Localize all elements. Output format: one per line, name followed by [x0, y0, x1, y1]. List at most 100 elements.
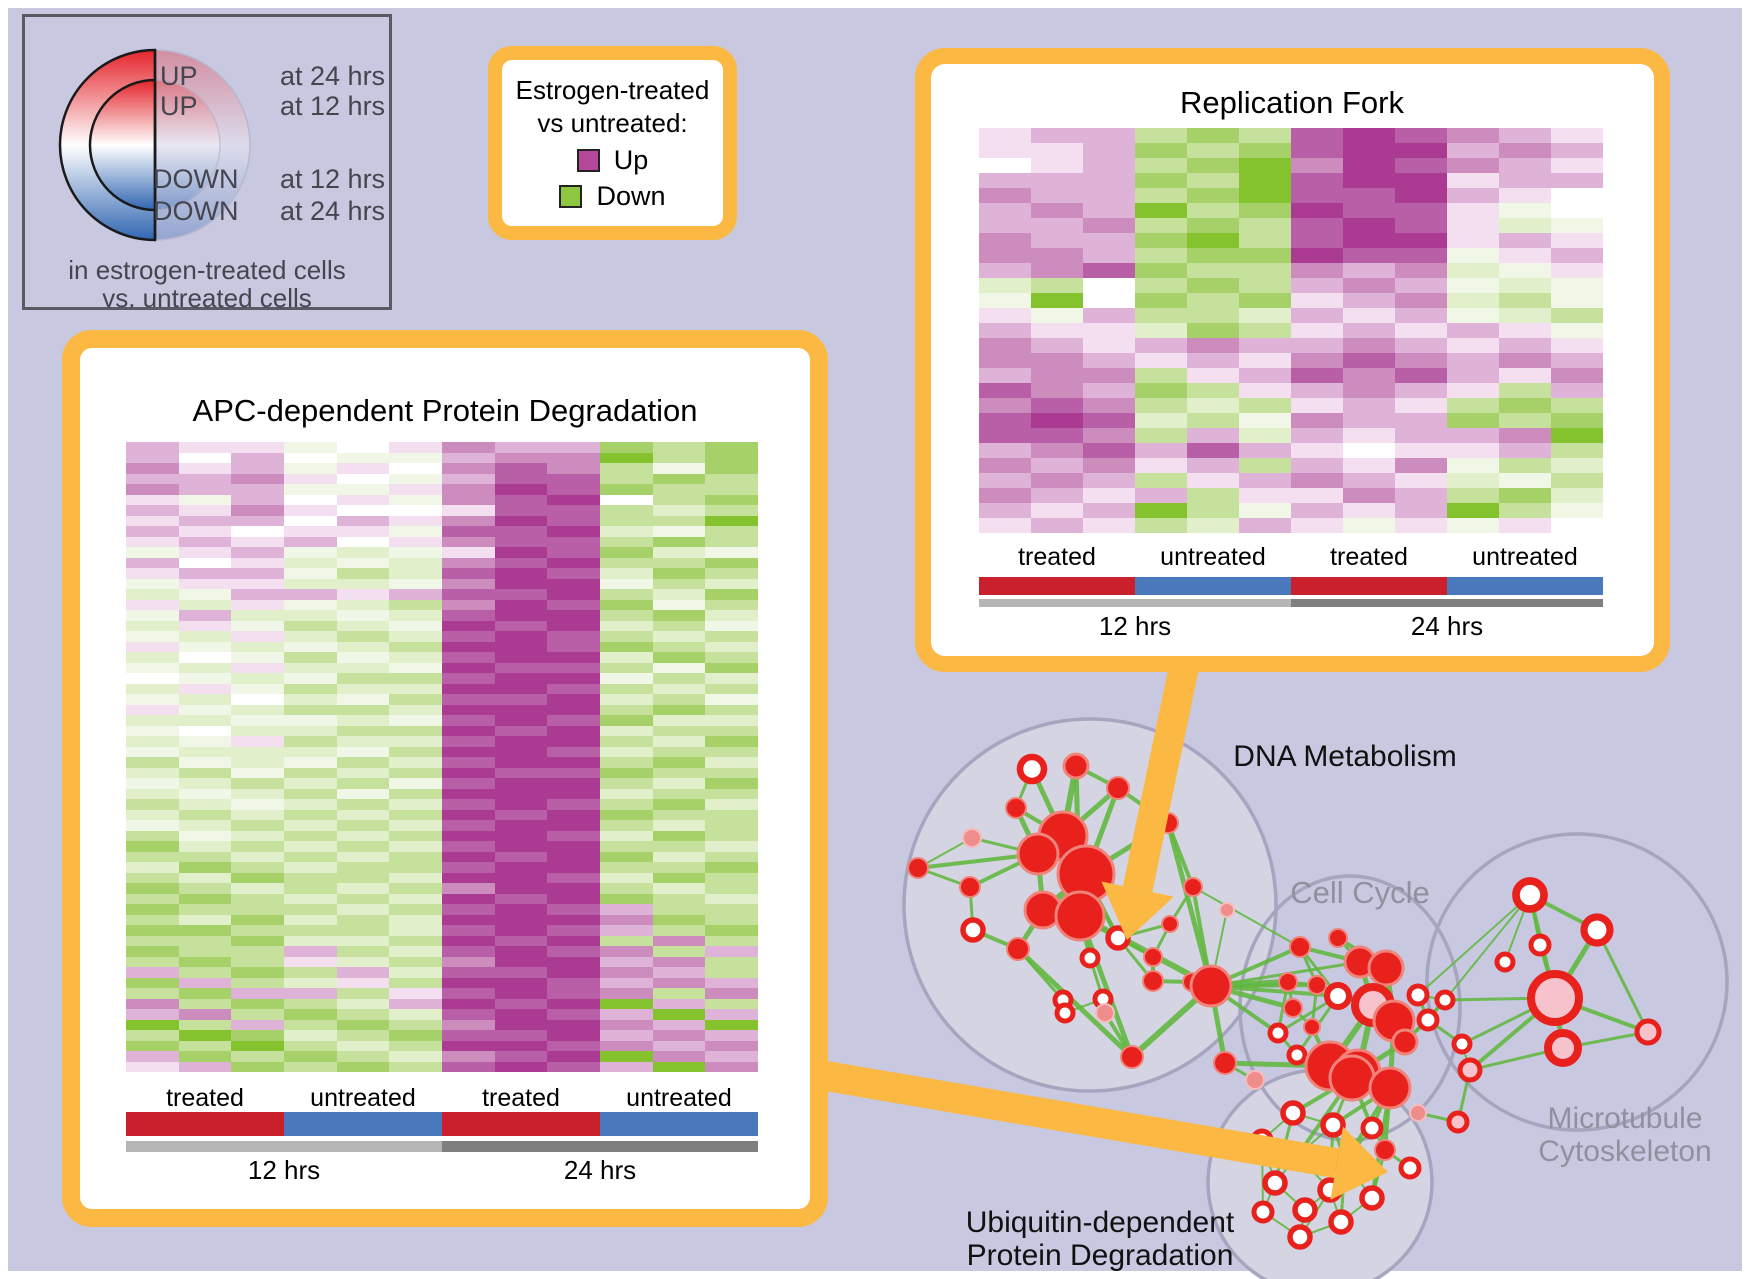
- heatmap-cell: [652, 1009, 706, 1020]
- heatmap-cell: [1291, 278, 1343, 293]
- network-node: [1409, 1104, 1427, 1122]
- heatmap-cell: [231, 452, 284, 463]
- heatmap-cell: [494, 746, 548, 757]
- heatmap-cell: [652, 557, 706, 568]
- heatmap-cell: [1291, 338, 1343, 353]
- heatmap-cell: [1291, 458, 1343, 473]
- rf-hour-labels: 12 hrs 24 hrs: [979, 611, 1603, 642]
- heatmap-cell: [1187, 278, 1239, 293]
- heatmap-cell: [494, 515, 548, 526]
- heatmap-cell: [389, 746, 442, 757]
- heatmap-cell: [600, 662, 653, 673]
- heatmap-cell: [1083, 158, 1135, 173]
- heatmap-cell: [1031, 233, 1083, 248]
- heatmap-cell: [600, 851, 653, 862]
- heatmap-cell: [600, 841, 653, 852]
- heatmap-cell: [389, 683, 442, 694]
- heatmap-cell: [336, 872, 390, 883]
- network-edge: [1015, 946, 1135, 1060]
- heatmap-cell: [389, 988, 442, 999]
- heatmap-cell: [600, 799, 653, 810]
- heatmap-cell: [1135, 203, 1187, 218]
- heatmap-cell: [442, 578, 495, 589]
- heatmap-cell: [1135, 473, 1187, 488]
- heatmap-cell: [494, 715, 548, 726]
- network-node: [1580, 913, 1614, 947]
- heatmap-cell: [547, 568, 600, 579]
- heatmap-cell: [178, 673, 232, 684]
- heatmap-cell: [231, 872, 284, 883]
- heatmap-cell: [494, 757, 548, 768]
- heatmap-cell: [442, 935, 495, 946]
- heatmap-cell: [1239, 383, 1291, 398]
- heatmap-cell: [705, 1030, 758, 1041]
- down-color-swatch: [559, 185, 583, 208]
- heatmap-cell: [652, 778, 706, 789]
- heatmap-cell: [705, 925, 758, 936]
- heatmap-cell: [494, 799, 548, 810]
- heatmap-cell: [705, 536, 758, 547]
- network-node: [1360, 1116, 1384, 1140]
- heatmap-cell: [126, 662, 179, 673]
- heatmap-cell: [231, 715, 284, 726]
- heatmap-cell: [979, 203, 1031, 218]
- heatmap-cell: [1447, 443, 1499, 458]
- heatmap-cell: [705, 578, 758, 589]
- heatmap-cell: [705, 515, 758, 526]
- heatmap-cell: [547, 1030, 600, 1041]
- heatmap-cell: [1395, 368, 1447, 383]
- heatmap-cell: [1499, 158, 1551, 173]
- heatmap-cell: [1135, 443, 1187, 458]
- replication-fork-title: Replication Fork: [1180, 85, 1404, 120]
- heatmap-cell: [547, 851, 600, 862]
- heatmap-cell: [389, 946, 442, 957]
- heatmap-cell: [231, 662, 284, 673]
- heatmap-cell: [1187, 338, 1239, 353]
- network-node: [1142, 970, 1164, 992]
- heatmap-cell: [1551, 458, 1603, 473]
- heatmap-cell: [1343, 323, 1395, 338]
- heatmap-cell: [442, 568, 495, 579]
- legend-item-up: Up: [576, 145, 648, 176]
- heatmap-cell: [1291, 143, 1343, 158]
- heatmap-cell: [389, 704, 442, 715]
- heatmap-cell: [284, 946, 337, 957]
- heatmap-cell: [600, 967, 653, 978]
- heatmap-cell: [336, 757, 390, 768]
- heatmap-cell: [389, 589, 442, 600]
- heatmap-cell: [547, 620, 600, 631]
- network-node: [1446, 1110, 1470, 1134]
- heatmap-cell: [178, 862, 232, 873]
- heatmap-cell: [1031, 293, 1083, 308]
- heatmap-cell: [1447, 323, 1499, 338]
- heatmap-cell: [231, 893, 284, 904]
- heatmap-cell: [1499, 323, 1551, 338]
- heatmap-cell: [284, 1019, 337, 1030]
- heatmap-cell: [178, 1040, 232, 1051]
- heatmap-cell: [442, 1051, 495, 1062]
- heatmap-cell: [705, 841, 758, 852]
- heatmap-cell: [442, 841, 495, 852]
- heatmap-cell: [442, 904, 495, 915]
- heatmap-cell: [1551, 203, 1603, 218]
- heatmap-cell: [231, 505, 284, 516]
- heatmap-cell: [652, 599, 706, 610]
- heatmap-cell: [652, 568, 706, 579]
- heatmap-cell: [178, 494, 232, 505]
- heatmap-cell: [284, 757, 337, 768]
- panel-arrowhead-apc-to-ubiquitin: [1330, 1126, 1388, 1200]
- heatmap-cell: [1343, 488, 1395, 503]
- heatmap-cell: [336, 1051, 390, 1062]
- heatmap-cell: [705, 851, 758, 862]
- heatmap-cell: [547, 610, 600, 621]
- heatmap-cell: [652, 1040, 706, 1051]
- heatmap-cell: [1083, 308, 1135, 323]
- heatmap-cell: [126, 788, 179, 799]
- heatmap-cell: [494, 904, 548, 915]
- heatmap-cell: [1499, 128, 1551, 143]
- heatmap-cell: [705, 914, 758, 925]
- network-node: [1143, 947, 1163, 967]
- heatmap-cell: [979, 218, 1031, 233]
- network-node: [1391, 1028, 1419, 1056]
- heatmap-cell: [600, 704, 653, 715]
